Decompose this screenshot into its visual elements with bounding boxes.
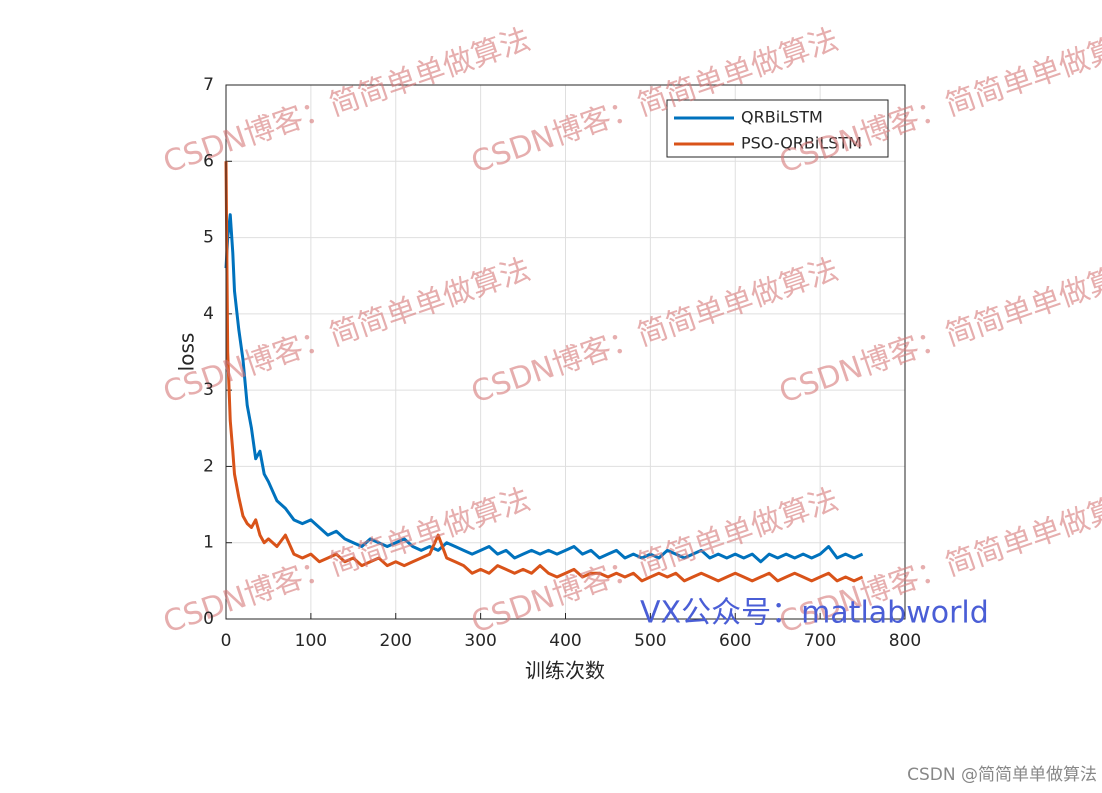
y-tick-label: 6 (203, 151, 214, 171)
y-tick-label: 3 (203, 380, 214, 400)
footer: CSDN @简简单单做算法 (907, 765, 1097, 785)
x-axis-label: 训练次数 (525, 659, 605, 683)
x-tick-label: 0 (221, 631, 232, 651)
x-tick-label: 500 (634, 631, 666, 651)
x-tick-label: 800 (889, 631, 921, 651)
legend: QRBiLSTM PSO-QRBiLSTM (666, 99, 889, 158)
lines (224, 161, 864, 583)
legend-label: PSO-QRBiLSTM (741, 134, 862, 153)
series-line (224, 161, 864, 583)
legend-label: QRBiLSTM (741, 108, 823, 127)
y-tick-label: 0 (203, 609, 214, 629)
y-tick-label: 5 (203, 228, 214, 248)
x-tick-label: 600 (719, 631, 751, 651)
series-line (224, 213, 864, 564)
y-tick-label: 2 (203, 456, 214, 476)
x-tick-label: 200 (380, 631, 412, 651)
y-tick-label: 4 (203, 304, 214, 324)
x-tick-label: 400 (549, 631, 581, 651)
overlay-text: VX公众号：matlabworld (640, 596, 989, 631)
x-tick-label: 700 (804, 631, 836, 651)
x-tick-label: 100 (295, 631, 327, 651)
y-tick-label: 7 (203, 75, 214, 95)
y-axis-label: loss (175, 333, 199, 372)
axes-box (225, 84, 906, 620)
legend-box (666, 99, 889, 158)
x-tick-label: 300 (464, 631, 496, 651)
y-tick-label: 1 (203, 533, 214, 553)
